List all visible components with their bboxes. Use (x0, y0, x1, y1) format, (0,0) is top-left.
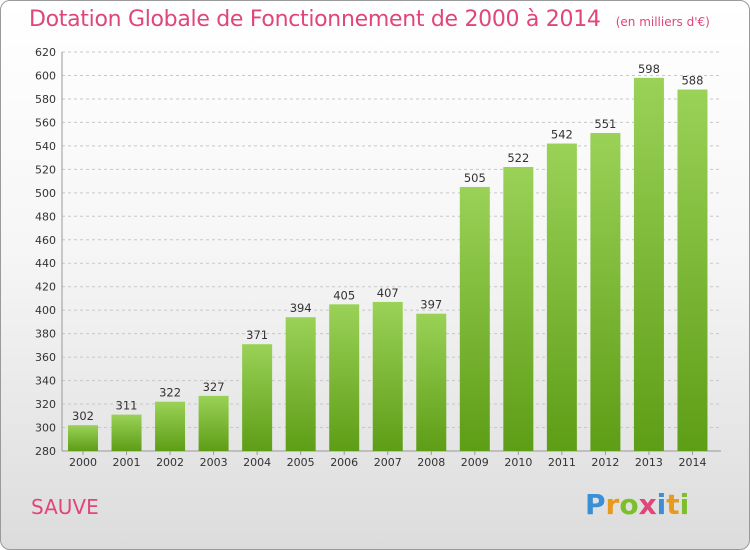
y-tick-label: 420 (35, 281, 56, 294)
proxiti-logo[interactable]: Proxiti (585, 488, 689, 521)
y-tick-label: 600 (35, 69, 56, 82)
y-tick-label: 460 (35, 234, 56, 247)
bar-2007 (372, 301, 403, 451)
bar-2013 (633, 77, 664, 451)
y-tick-label: 340 (35, 375, 56, 388)
data-label-2001: 311 (116, 399, 138, 413)
y-tick-label: 540 (35, 140, 56, 153)
y-tick-label: 380 (35, 328, 56, 341)
logo-letter: i (679, 488, 690, 521)
data-label-2009: 505 (464, 171, 486, 185)
data-label-2003: 327 (203, 380, 225, 394)
x-axis-ticks: 2000 2001 2002 2003 2004 2005 2006 2007 2008 2009… (69, 451, 706, 469)
y-tick-label: 580 (35, 93, 56, 106)
bar-2011 (546, 143, 577, 452)
chart-title-text: Dotation Globale de Fonctionnement de 20… (29, 7, 601, 32)
x-tick-label-2002: 2002 (156, 456, 184, 469)
y-tick-label: 560 (35, 116, 56, 129)
logo-letter: x (638, 488, 657, 521)
x-tick-label-2000: 2000 (69, 456, 97, 469)
y-tick-label: 440 (35, 257, 56, 270)
bar-2002 (155, 401, 186, 451)
data-label-2014: 588 (681, 74, 703, 88)
data-label-2006: 405 (333, 288, 355, 302)
bar-2000 (68, 425, 98, 451)
chart-unit-text: (en milliers d'€) (615, 15, 710, 29)
y-tick-label: 280 (35, 445, 56, 458)
data-label-2008: 397 (420, 298, 442, 312)
x-tick-label-2007: 2007 (374, 456, 402, 469)
x-tick-label-2010: 2010 (504, 456, 532, 469)
y-tick-label: 520 (35, 163, 56, 176)
x-tick-label-2013: 2013 (635, 456, 663, 469)
data-labels: 302 311 322 327 371 394 405 407 397 505 522 542 551 5… (72, 62, 703, 423)
bars (68, 77, 708, 452)
data-label-2012: 551 (594, 117, 616, 131)
x-tick-label-2014: 2014 (678, 456, 706, 469)
logo-letter: P (585, 488, 606, 521)
x-tick-label-2012: 2012 (591, 456, 619, 469)
y-tick-label: 320 (35, 398, 56, 411)
logo-letter: r (605, 488, 620, 521)
x-tick-label-2001: 2001 (113, 456, 141, 469)
data-label-2005: 394 (290, 301, 312, 315)
y-tick-label: 400 (35, 304, 56, 317)
bar-2001 (111, 414, 142, 451)
logo-letter: t (666, 488, 680, 521)
bar-2009 (459, 186, 490, 452)
y-tick-label: 620 (35, 46, 56, 59)
x-tick-label-2011: 2011 (548, 456, 576, 469)
y-tick-label: 500 (35, 187, 56, 200)
x-tick-label-2008: 2008 (417, 456, 445, 469)
bar-2012 (590, 132, 621, 452)
chart-title: Dotation Globale de Fonctionnement de 20… (29, 7, 710, 32)
data-label-2013: 598 (638, 62, 660, 76)
data-label-2007: 407 (377, 286, 399, 300)
data-label-2002: 322 (159, 386, 181, 400)
logo-letter: i (656, 488, 667, 521)
bar-2008 (416, 313, 447, 451)
y-axis-ticks: 280 300 320 340 360 380 400 420 440 460 480 500 520 5… (35, 46, 56, 458)
y-tick-label: 300 (35, 422, 56, 435)
bar-2004 (242, 344, 273, 451)
y-tick-label: 480 (35, 210, 56, 223)
data-label-2004: 371 (246, 328, 268, 342)
x-tick-label-2004: 2004 (243, 456, 271, 469)
y-tick-label: 360 (35, 351, 56, 364)
data-label-2011: 542 (551, 128, 573, 142)
logo-letter: o (619, 488, 639, 521)
bar-2010 (503, 167, 534, 451)
bar-2005 (285, 317, 316, 451)
commune-name: SAUVE (31, 495, 99, 519)
data-label-2010: 522 (507, 151, 529, 165)
bar-2003 (198, 395, 229, 451)
data-label-2000: 302 (72, 409, 94, 423)
x-tick-label-2009: 2009 (461, 456, 489, 469)
bar-2014 (677, 89, 708, 451)
bar-2006 (329, 304, 360, 451)
x-tick-label-2005: 2005 (287, 456, 315, 469)
x-tick-label-2003: 2003 (200, 456, 228, 469)
x-tick-label-2006: 2006 (330, 456, 358, 469)
